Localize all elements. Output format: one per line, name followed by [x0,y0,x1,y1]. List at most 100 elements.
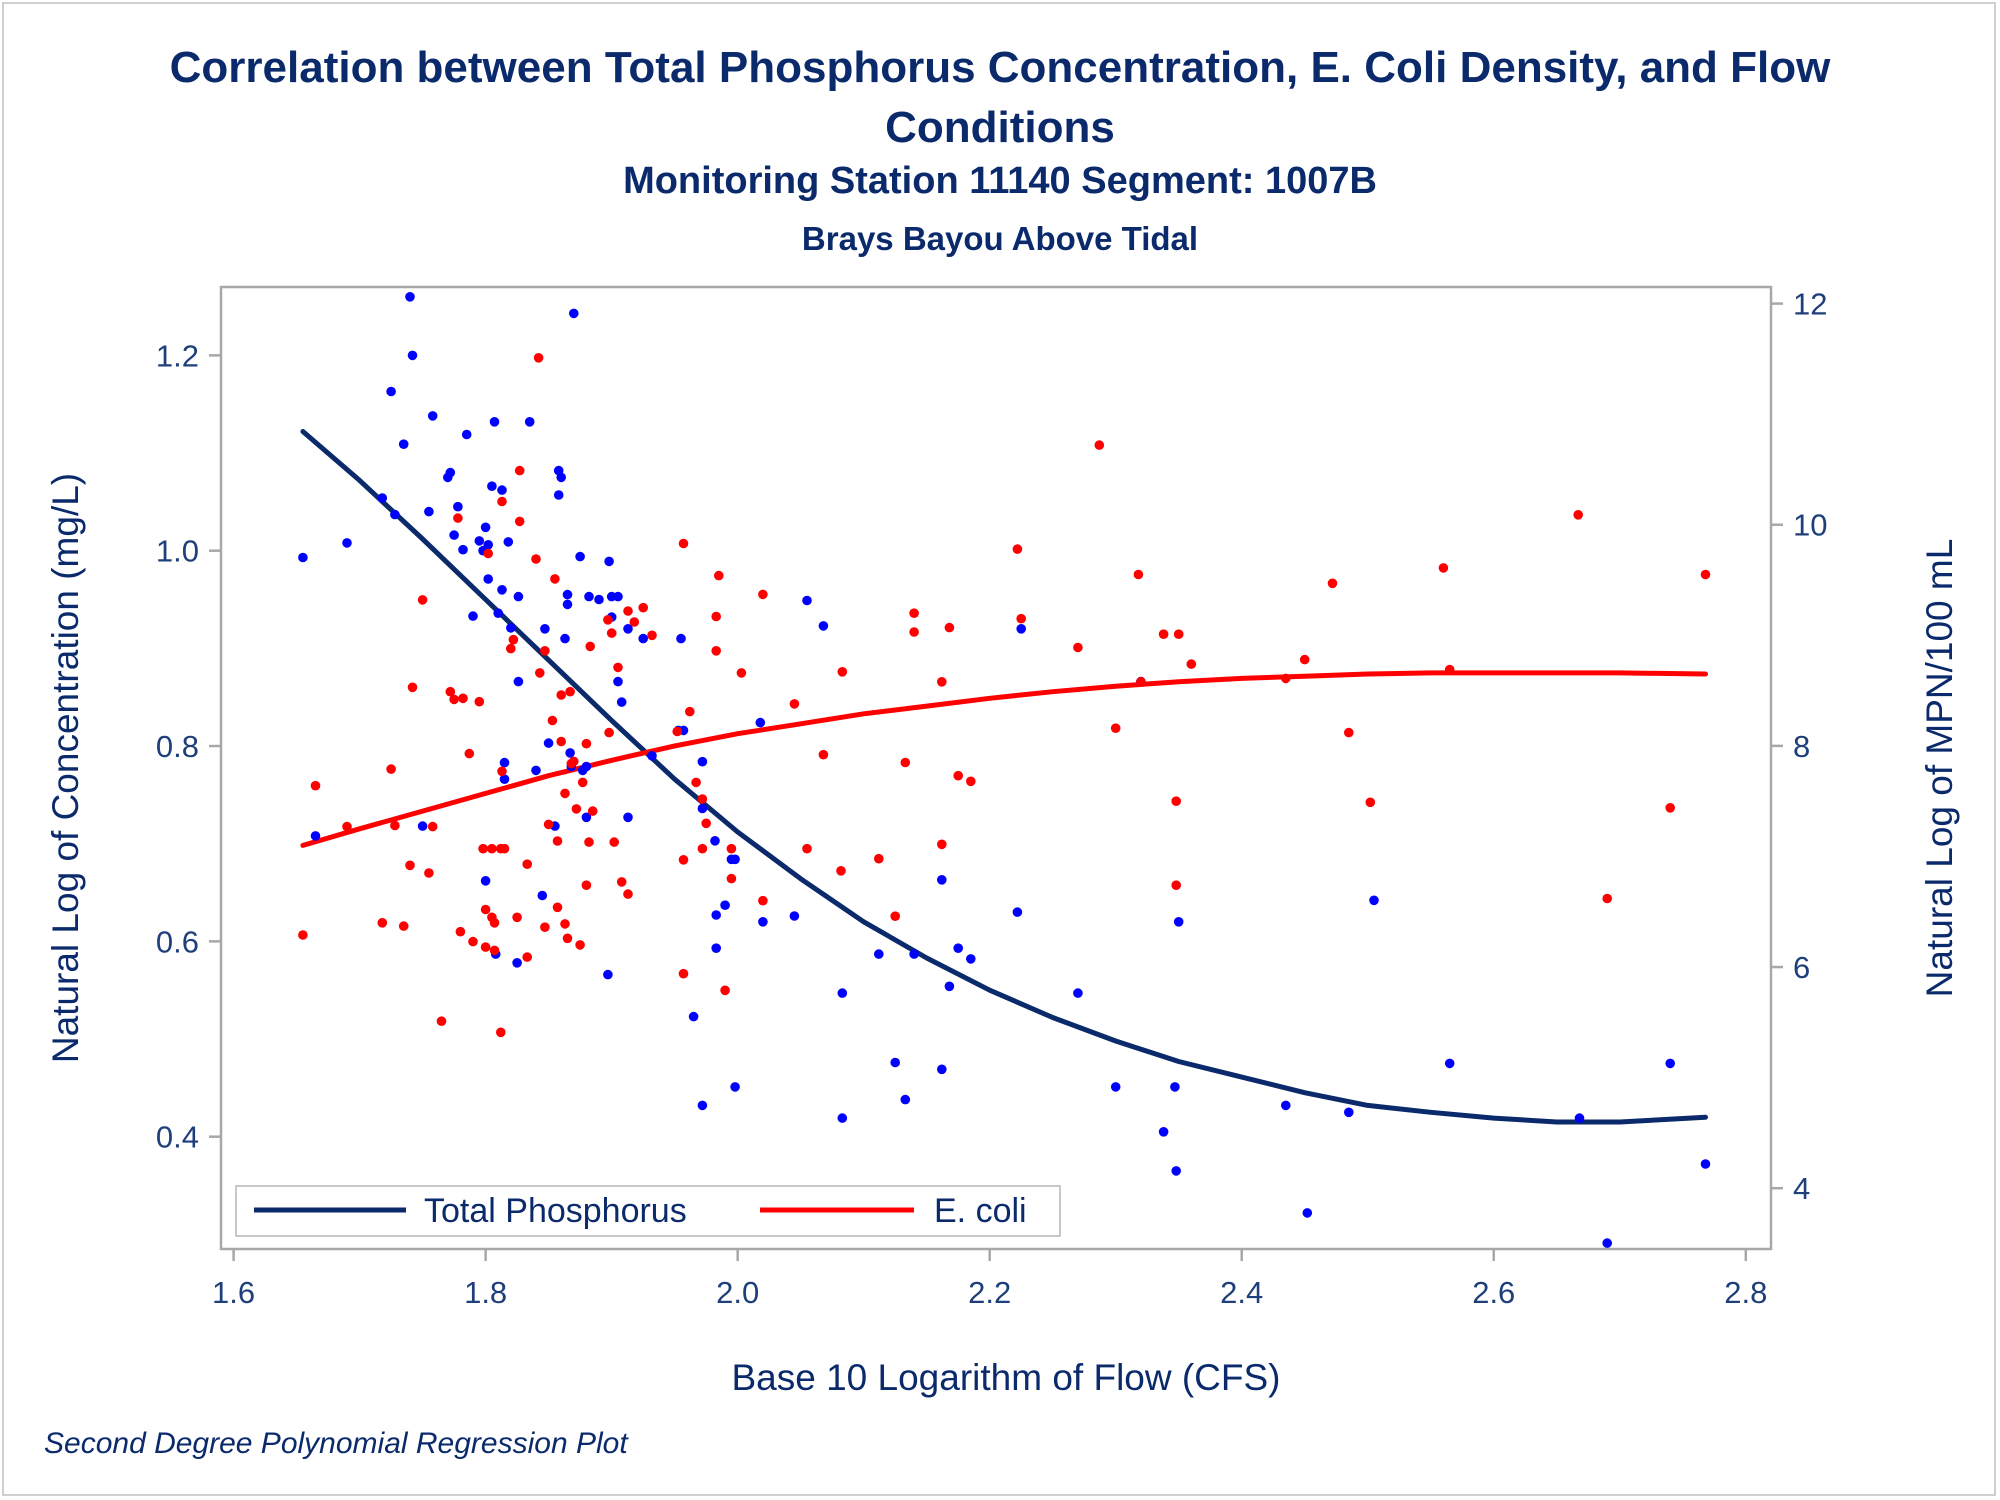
e-coli-point [1665,803,1675,813]
e-coli-point [407,682,418,693]
e-coli-point [603,615,613,625]
total-phosphorus-point [513,676,524,687]
total-phosphorus-point [1110,1082,1121,1092]
total-phosphorus-point [758,917,768,927]
e-coli-point [909,608,919,618]
e-coli-point [489,945,500,956]
e-coli-point [455,926,466,937]
e-coli-point [417,595,428,605]
e-coli-point [890,911,900,921]
e-coli-point [499,843,510,854]
e-coli-point [1700,569,1711,580]
e-coli-point [638,602,648,613]
total-phosphorus-point [499,774,510,784]
e-coli-point [478,843,488,854]
e-coli-point [1344,727,1354,738]
y-left-tick-label: 0.4 [156,1120,199,1155]
e-coli-point [377,918,388,928]
total-phosphorus-point [562,589,573,600]
e-coli-point [522,952,532,962]
total-phosphorus-point [594,594,604,605]
e-coli-point [606,628,617,638]
total-phosphorus-point [524,417,535,427]
e-coli-point [736,668,747,678]
e-coli-point [390,820,400,831]
total-phosphorus-point [553,490,564,500]
legend-label-e-coli: E. coli [934,1192,1027,1230]
total-phosphorus-point [584,591,594,602]
e-coli-point [623,889,633,899]
e-coli-point [1016,613,1026,624]
e-coli-point [581,738,592,749]
total-phosphorus-point [377,493,388,503]
total-phosphorus-point [710,836,720,846]
total-phosphorus-point [497,485,507,495]
e-coli-point [623,606,633,616]
total-phosphorus-point [458,544,468,555]
total-phosphorus-point [480,522,491,533]
y-left-tick-label: 0.6 [156,924,199,959]
total-phosphorus-point [513,591,524,602]
total-phosphorus-point [449,530,459,540]
e-coli-point [487,843,497,854]
chart-subtitle-location: Brays Bayou Above Tidal [801,220,1199,257]
e-coli-point [758,589,768,600]
total-phosphorus-point [1574,1113,1585,1123]
total-phosphorus-point [603,969,613,980]
total-phosphorus-point [900,1094,911,1105]
total-phosphorus-point [562,599,573,610]
total-phosphorus-point [711,910,721,920]
e-coli-point [480,904,491,915]
chart-subtitle: Monitoring Station 11140 Segment: 1007B [623,160,1377,202]
e-coli-point [464,748,475,759]
e-coli-point [818,749,829,760]
plot-area [219,285,1773,1251]
total-phosphorus-point [1173,917,1184,927]
y-axis-left-label: Natural Log of Concentration (mg/L) [45,473,86,1063]
e-coli-point [1438,563,1449,573]
e-coli-point [514,516,525,527]
total-phosphorus-point [966,954,976,964]
total-phosphorus-point [613,676,623,687]
total-phosphorus-point [503,537,514,547]
e-coli-point [458,693,468,704]
total-phosphorus-point [499,757,510,768]
total-phosphorus-point [483,540,494,550]
e-coli-point [497,766,507,777]
total-phosphorus-point [789,911,800,921]
total-phosphorus-point [697,803,708,814]
total-phosphorus-point [937,875,947,885]
e-coli-point [1133,569,1144,580]
total-phosphorus-point [604,556,614,567]
e-coli-point [483,548,494,559]
e-coli-point [613,662,623,673]
e-coli-point [691,777,701,788]
total-phosphorus-point [543,738,554,748]
total-phosphorus-point [427,411,438,421]
y-right-tick-label: 12 [1793,287,1827,322]
e-coli-point [581,880,592,890]
total-phosphorus-point [575,551,585,562]
e-coli-point [697,794,708,804]
total-phosphorus-point [480,876,491,886]
e-coli-point [342,821,352,832]
total-phosphorus-point [909,949,919,959]
e-coli-point [789,699,800,709]
e-coli-point [629,617,640,627]
e-coli-point [533,353,544,363]
total-phosphorus-point [386,386,396,397]
e-coli-point [405,860,415,871]
e-coli-point [569,756,579,767]
e-coli-point [758,895,768,906]
e-coli-point [1327,578,1338,589]
total-phosphorus-point [390,509,400,520]
x-tick-label: 2.8 [1724,1275,1767,1310]
total-phosphorus-point [720,900,730,910]
e-coli-point [944,622,955,633]
e-coli-point [953,770,963,781]
total-phosphorus-point [802,595,812,606]
e-coli-point [874,853,884,864]
total-phosphorus-point [647,751,657,761]
total-phosphorus-point [405,292,415,302]
